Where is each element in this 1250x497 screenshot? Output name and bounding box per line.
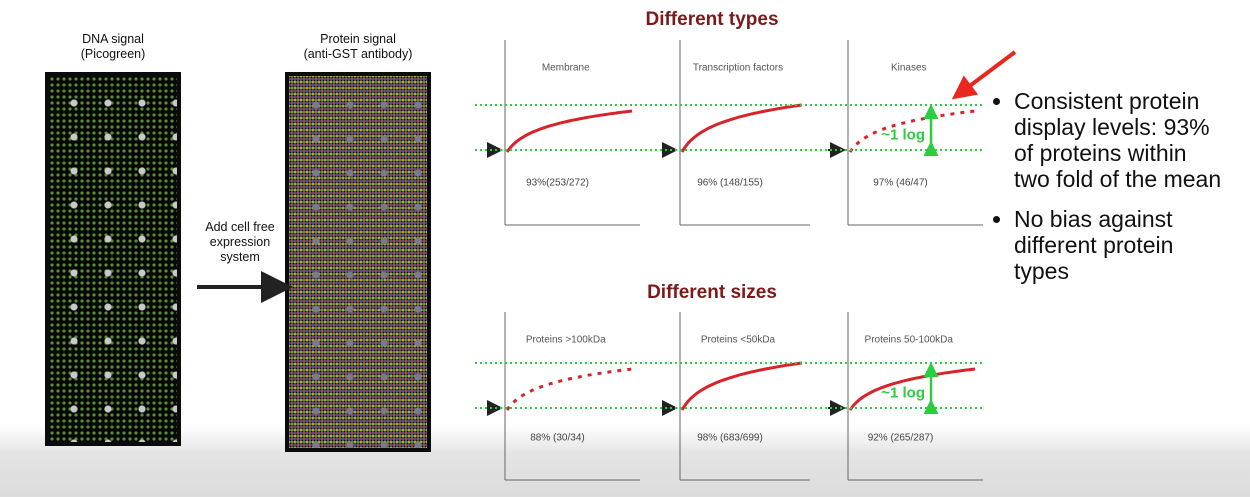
label-line: expression [209,235,271,249]
signal-curve [505,109,633,153]
dna-array-image [45,72,181,446]
dna-label: DNA signal (Picogreen) [55,32,171,62]
bullet: Consistent protein display levels: 93% o… [1014,88,1222,192]
signal-curve [848,367,976,411]
section-title: Different types [645,9,778,30]
panel-stat: 96% (148/155) [697,178,763,189]
range-label: ~1 log [881,384,925,401]
label-line: (Picogreen) [80,47,146,61]
panel-title: Proteins <50kDa [701,335,776,346]
panel-stat: 97% (46/47) [873,178,927,189]
panel-title: Proteins 50-100kDa [865,335,954,346]
footer-band [0,425,1250,497]
signal-curve [848,109,976,153]
panel-stat: 98% (683/699) [697,433,763,444]
panel-stat: 93%(253/272) [526,178,589,189]
protein-label: Protein signal (anti-GST antibody) [262,32,454,62]
panel-title: Kinases [891,63,927,74]
label-line: DNA signal [82,32,144,46]
label-line: (anti-GST antibody) [303,47,413,61]
arrow-label: Add cell free expression system [188,220,292,265]
bullet: No bias against different protein types [1014,206,1222,284]
label-line: Add cell free [205,220,275,234]
section-title: Different sizes [647,282,777,303]
panel-title: Proteins >100kDa [526,335,606,346]
protein-array-image [285,72,431,452]
label-line: system [220,250,260,264]
label-line: Protein signal [320,32,396,46]
signal-curve [680,361,803,411]
signal-curve [680,103,803,153]
range-label: ~1 log [881,126,925,143]
bullet-list: Consistent protein display levels: 93% o… [992,88,1222,298]
callout-arrow [951,50,1017,100]
panel-stat: 88% (30/34) [530,433,584,444]
panel-title: Membrane [542,63,590,74]
panel-title: Transcription factors [693,63,783,74]
signal-curve [505,367,633,411]
panel-stat: 92% (265/287) [868,433,934,444]
